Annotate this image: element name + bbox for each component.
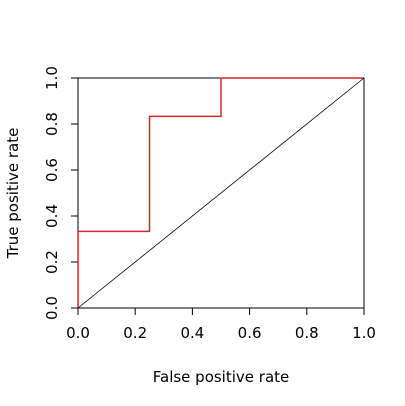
y-axis-label: True positive rate (4, 128, 22, 260)
y-tick-label: 1.0 (43, 66, 61, 90)
y-axis-ticks: 0.0 0.2 0.4 0.6 0.8 1.0 (43, 66, 78, 320)
roc-curve-line (77, 77, 364, 308)
x-tick-label: 0.8 (295, 324, 319, 342)
x-tick-label: 0.6 (238, 324, 262, 342)
y-tick-label: 0.6 (43, 158, 61, 182)
x-tick-label: 0.0 (66, 324, 90, 342)
diagonal-reference-line (77, 77, 365, 309)
x-axis-ticks: 0.0 0.2 0.4 0.6 0.8 1.0 (66, 308, 376, 342)
y-tick-label: 0.4 (43, 204, 61, 228)
y-tick-label: 0.8 (43, 112, 61, 136)
x-axis-label: False positive rate (153, 368, 290, 386)
x-tick-label: 0.4 (180, 324, 204, 342)
x-tick-label: 1.0 (352, 324, 376, 342)
y-tick-label: 0.2 (43, 250, 61, 274)
y-tick-label: 0.0 (43, 296, 61, 320)
x-tick-label: 0.2 (123, 324, 147, 342)
series-layer (77, 77, 365, 309)
